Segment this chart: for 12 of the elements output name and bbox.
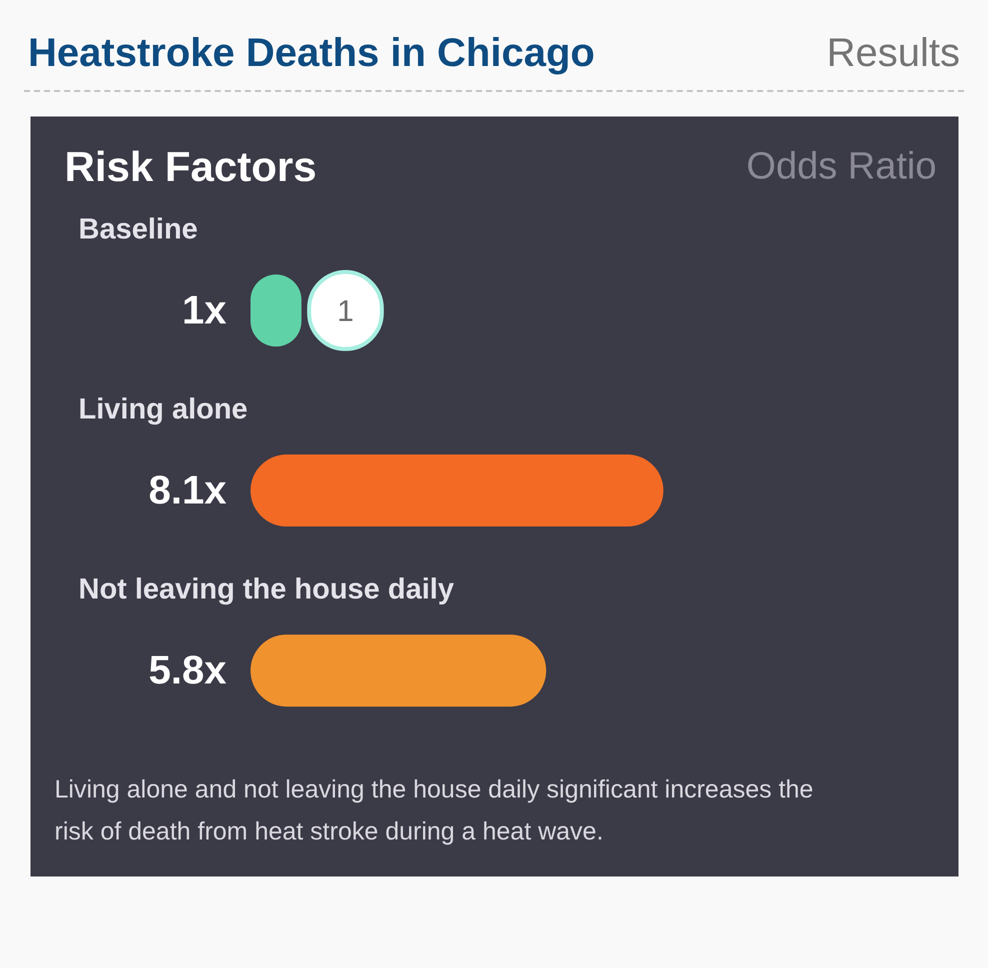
- y-tick-label: Baseline: [78, 214, 198, 246]
- y-tick-label: Living alone: [78, 394, 248, 426]
- data-label: 5.8x: [148, 648, 227, 693]
- y-axis-title: Risk Factors: [64, 143, 317, 190]
- x-axis-title: Odds Ratio: [746, 146, 936, 188]
- text: Results: [826, 30, 960, 77]
- data-label: 1x: [182, 288, 227, 333]
- text: Living alone and not leaving the house daily significant increases the risk of death from heat stroke during a heat wave.: [54, 776, 814, 846]
- annotation: 1: [337, 295, 354, 328]
- y-tick-label: Not leaving the house daily: [78, 574, 454, 606]
- chart-title: Heatstroke Deaths in Chicago: [28, 30, 595, 77]
- data-label: 8.1x: [148, 468, 227, 513]
